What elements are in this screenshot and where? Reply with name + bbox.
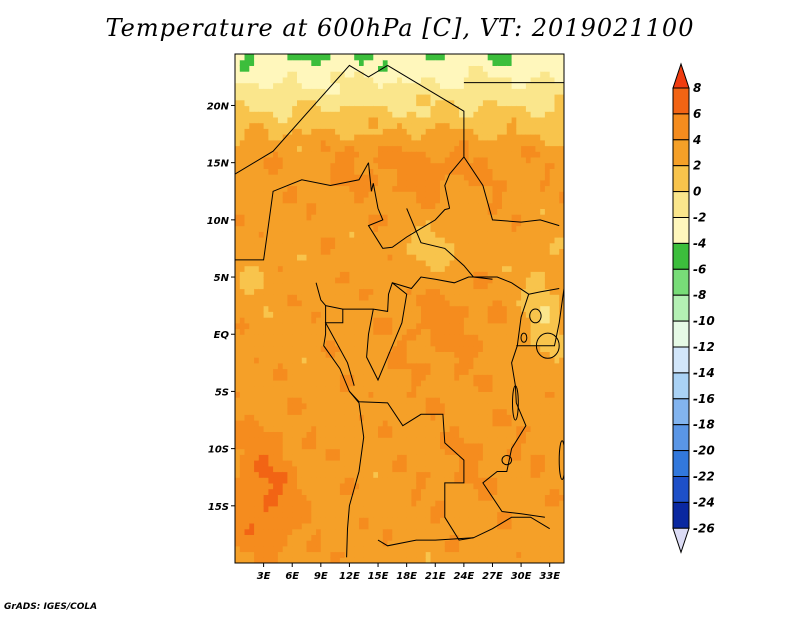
x-tick-label: 18E <box>396 571 417 582</box>
x-axis: 3E 6E 9E 12E 15E 18E 21E 24E 27E 30E 33E <box>257 563 560 582</box>
colorbar-label: -20 <box>693 444 715 458</box>
colorbar-swatch <box>672 113 690 141</box>
colorbar-label: 0 <box>693 185 701 199</box>
x-tick-label: 27E <box>482 571 503 582</box>
colorbar-label: -22 <box>693 470 715 484</box>
colorbar-label: 8 <box>693 81 701 95</box>
plot-frame <box>234 53 565 564</box>
x-tick-label: 3E <box>257 571 271 582</box>
colorbar-swatch <box>672 165 690 193</box>
colorbar-swatch <box>672 191 690 219</box>
y-tick-label: 15N <box>207 159 230 170</box>
x-tick-label: 9E <box>314 571 328 582</box>
colorbar-label: -16 <box>693 392 715 406</box>
colorbar-swatch <box>672 268 690 296</box>
colorbar-label: 2 <box>693 159 701 173</box>
country-borders <box>235 64 564 558</box>
y-tick-label: EQ <box>214 330 230 341</box>
colorbar-under-triangle <box>672 527 690 554</box>
colorbar-swatch <box>672 320 690 348</box>
colorbar-swatch <box>672 139 690 167</box>
x-tick-label: 15E <box>368 571 389 582</box>
colorbar-swatch <box>672 424 690 452</box>
colorbar-swatch <box>672 372 690 400</box>
y-tick-label: 15S <box>208 502 229 513</box>
grads-credit: GrADS: IGES/COLA <box>4 602 98 612</box>
y-tick-label: 5S <box>215 387 229 398</box>
colorbar-label: -18 <box>693 418 715 432</box>
colorbar-label: -14 <box>693 366 715 380</box>
colorbar-swatch <box>672 242 690 270</box>
y-tick-label: 5N <box>214 273 230 284</box>
colorbar-over-triangle <box>672 62 690 89</box>
x-tick-label: 30E <box>511 571 532 582</box>
colorbar-label: -8 <box>693 288 706 302</box>
y-tick-label: 10N <box>207 216 230 227</box>
temperature-field <box>235 54 564 563</box>
colorbar-swatch <box>672 87 690 115</box>
colorbar-swatch <box>672 346 690 374</box>
colorbar-label: -2 <box>693 211 706 225</box>
y-tick-label: 20N <box>207 101 230 112</box>
colorbar-label: -24 <box>693 495 715 509</box>
colorbar-swatch <box>672 217 690 244</box>
x-tick-label: 24E <box>453 571 474 582</box>
colorbar-label: -6 <box>693 262 706 276</box>
colorbar: 8 6 4 2 0 -2 -4 -6 -8 -10 -12 -14 -16 -18 -20 -22 -24 -26 <box>672 62 715 554</box>
plot-area <box>234 53 565 564</box>
x-tick-label: 33E <box>539 571 560 582</box>
colorbar-label: -12 <box>693 340 715 354</box>
colorbar-swatch <box>672 398 690 426</box>
colorbar-swatch <box>672 450 690 478</box>
chart-title: Temperature at 600hPa [C], VT: 201902110… <box>105 14 695 42</box>
colorbar-swatch <box>672 476 690 503</box>
x-tick-label: 12E <box>339 571 360 582</box>
colorbar-swatch <box>672 294 690 322</box>
colorbar-label: -4 <box>693 236 706 250</box>
colorbar-label: 4 <box>692 133 701 147</box>
x-tick-label: 6E <box>285 571 299 582</box>
colorbar-label: -26 <box>693 521 715 535</box>
y-axis: 20N 15N 10N 5N EQ 5S 10S 15S <box>207 101 235 513</box>
colorbar-label: 6 <box>693 107 701 121</box>
colorbar-swatch <box>672 501 690 529</box>
x-tick-label: 21E <box>425 571 446 582</box>
colorbar-label: -10 <box>693 314 715 328</box>
y-tick-label: 10S <box>208 445 229 456</box>
